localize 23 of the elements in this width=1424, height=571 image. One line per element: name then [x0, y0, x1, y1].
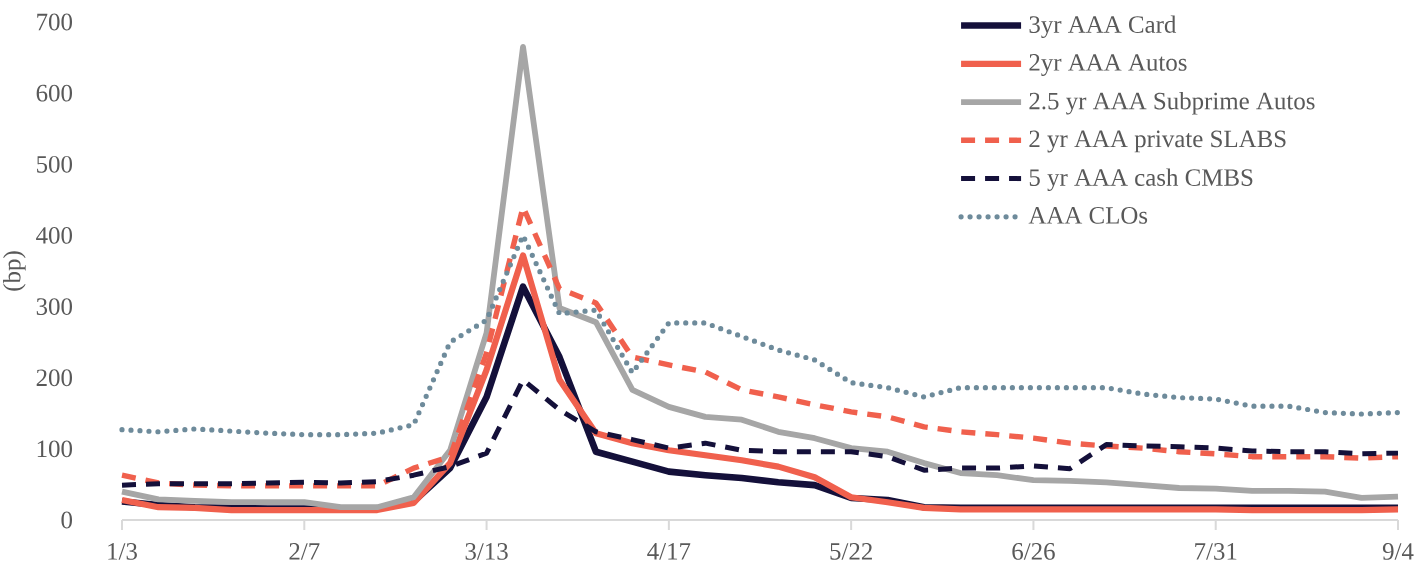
legend-label: 2yr AAA Autos [1029, 54, 1187, 76]
x-tick-label: 4/17 [647, 543, 691, 560]
y-tick-label: 400 [36, 227, 72, 244]
x-tick-label: 9/4 [1382, 543, 1414, 560]
legend-label: 2.5 yr AAA Subprime Autos [1029, 91, 1315, 115]
x-tick-label: 6/26 [1012, 543, 1055, 560]
y-tick-label: 500 [37, 155, 72, 173]
legend-label: 3yr AAA Card [1029, 15, 1177, 39]
y-tick-label: 200 [36, 369, 72, 387]
y-axis-title: (bp) [3, 251, 26, 291]
y-tick-label: 700 [37, 13, 72, 31]
x-tick-label: 5/22 [830, 543, 872, 560]
y-tick-label: 0 [61, 511, 72, 529]
x-tick-label: 3/13 [465, 543, 508, 560]
y-tick-label: 300 [36, 298, 72, 315]
y-tick-label: 100 [37, 440, 72, 458]
legend-label: AAA CLOs [1028, 207, 1148, 224]
x-tick-label: 1/3 [108, 543, 137, 560]
legend-label: 2 yr AAA private SLABS [1029, 130, 1286, 153]
x-tick-label: 7/31 [1195, 543, 1237, 560]
y-tick-label: 600 [36, 84, 72, 102]
legend-label: 5 yr AAA cash CMBS [1029, 168, 1253, 192]
x-tick-label: 2/7 [289, 543, 320, 560]
